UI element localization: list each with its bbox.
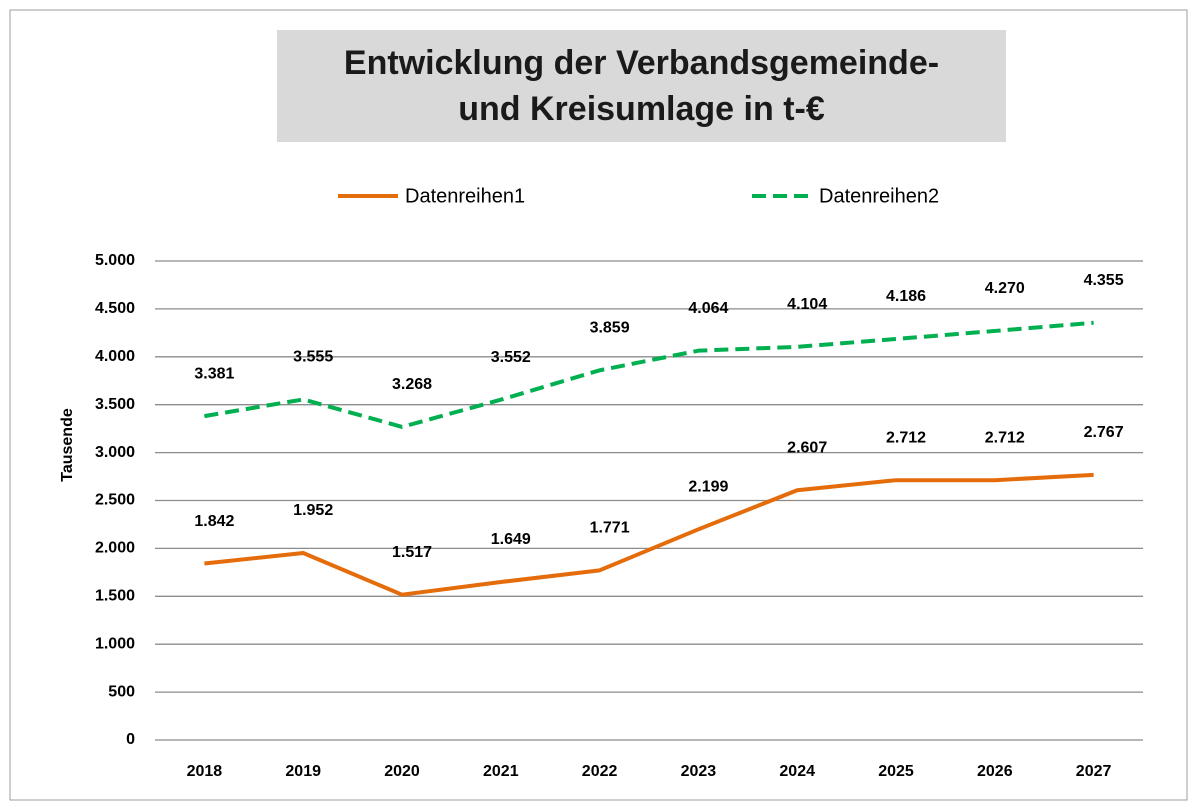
y-tick-label: 0 xyxy=(126,731,135,748)
x-tick-label: 2022 xyxy=(582,763,618,780)
data-label: 3.859 xyxy=(590,320,630,337)
y-tick-label: 500 xyxy=(108,683,135,700)
x-tick-label: 2021 xyxy=(483,763,519,780)
y-tick-label: 3.000 xyxy=(95,444,135,461)
data-label: 4.064 xyxy=(688,300,728,317)
data-label: 4.104 xyxy=(787,296,827,313)
y-tick-label: 3.500 xyxy=(95,396,135,413)
data-label: 4.355 xyxy=(1084,272,1124,289)
data-label: 3.552 xyxy=(491,349,531,366)
series-line xyxy=(204,320,1094,429)
data-label: 2.767 xyxy=(1084,424,1124,441)
y-tick-label: 5.000 xyxy=(95,252,135,269)
chart-border xyxy=(9,9,1188,801)
data-label: 2.607 xyxy=(787,439,827,456)
x-tick-label: 2019 xyxy=(285,763,321,780)
data-label: 3.268 xyxy=(392,376,432,393)
data-label: 2.712 xyxy=(886,429,926,446)
data-label: 1.842 xyxy=(194,513,234,530)
data-label: 1.952 xyxy=(293,502,333,519)
data-label: 4.186 xyxy=(886,288,926,305)
x-tick-label: 2025 xyxy=(878,763,914,780)
x-tick-label: 2024 xyxy=(779,763,815,780)
data-label: 2.712 xyxy=(985,429,1025,446)
x-tick-label: 2027 xyxy=(1076,763,1112,780)
data-label: 4.270 xyxy=(985,280,1025,297)
x-tick-label: 2020 xyxy=(384,763,420,780)
y-tick-label: 2.500 xyxy=(95,492,135,509)
x-tick-label: 2023 xyxy=(681,763,717,780)
y-tick-label: 4.000 xyxy=(95,348,135,365)
data-label: 1.649 xyxy=(491,531,531,548)
y-axis-title: Tausende xyxy=(59,408,76,482)
y-tick-label: 4.500 xyxy=(95,300,135,317)
data-label: 3.381 xyxy=(194,365,234,382)
y-tick-label: 1.000 xyxy=(95,635,135,652)
y-tick-label: 1.500 xyxy=(95,588,135,605)
y-tick-label: 2.000 xyxy=(95,540,135,557)
data-label: 2.199 xyxy=(688,479,728,496)
chart-title: Entwicklung der Verbandsgemeinde- und Kr… xyxy=(277,30,1006,142)
data-label: 1.517 xyxy=(392,544,432,561)
data-label: 1.771 xyxy=(590,520,630,537)
x-tick-label: 2026 xyxy=(977,763,1013,780)
series-line xyxy=(204,472,1094,597)
legend-label: Datenreihen2 xyxy=(819,185,939,207)
data-label: 3.555 xyxy=(293,349,333,366)
x-tick-label: 2018 xyxy=(187,763,223,780)
legend-label: Datenreihen1 xyxy=(405,185,525,207)
